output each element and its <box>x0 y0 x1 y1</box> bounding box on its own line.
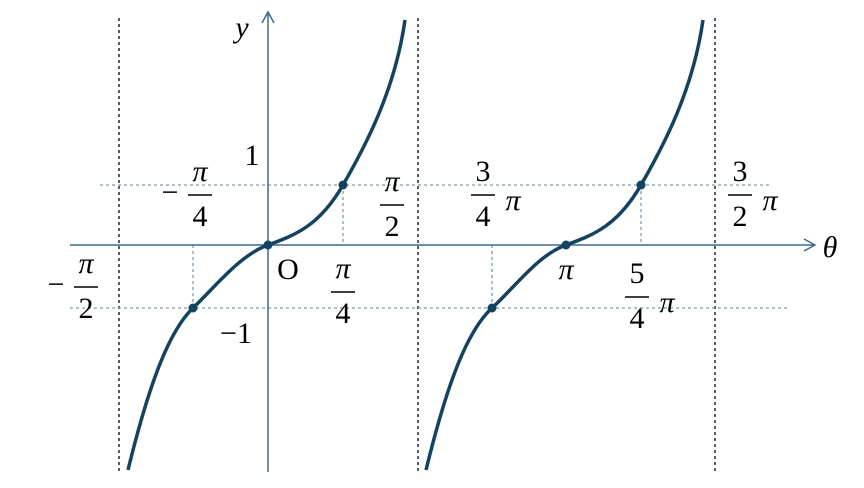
point <box>487 303 497 313</box>
x-label-denominator: 2 <box>79 292 94 325</box>
x-label-sign: − <box>48 268 65 301</box>
x-label-numerator: 5 <box>630 257 645 290</box>
x-label-denominator: 4 <box>336 297 351 330</box>
point <box>338 180 348 190</box>
point <box>561 240 571 250</box>
x-label-suffix: π <box>762 184 778 217</box>
x-label-numerator: π <box>335 252 351 285</box>
x-label-numerator: π <box>192 155 208 188</box>
point <box>263 240 273 250</box>
point <box>188 303 198 313</box>
x-label-denominator: 4 <box>630 302 645 335</box>
x-label-denominator: 4 <box>476 200 491 233</box>
x-label: π <box>558 253 574 286</box>
y-label: 1 <box>245 139 260 172</box>
origin-label: O <box>277 253 299 286</box>
x-label-numerator: 3 <box>476 155 491 188</box>
x-label-denominator: 2 <box>733 200 748 233</box>
y-label: −1 <box>220 317 252 350</box>
x-label-numerator: π <box>384 165 400 198</box>
point <box>636 180 646 190</box>
x-label-denominator: 2 <box>385 210 400 243</box>
x-label-suffix: π <box>505 184 521 217</box>
x-label-numerator: 3 <box>733 155 748 188</box>
x-label-sign: − <box>162 176 179 209</box>
points <box>188 180 646 313</box>
x-label-numerator: π <box>78 247 94 280</box>
x-label-denominator: 4 <box>193 200 208 233</box>
asymptotes <box>118 18 716 472</box>
y-axis-label: y <box>232 11 249 44</box>
x-axis-label: θ <box>823 231 838 264</box>
x-label-suffix: π <box>659 286 675 319</box>
